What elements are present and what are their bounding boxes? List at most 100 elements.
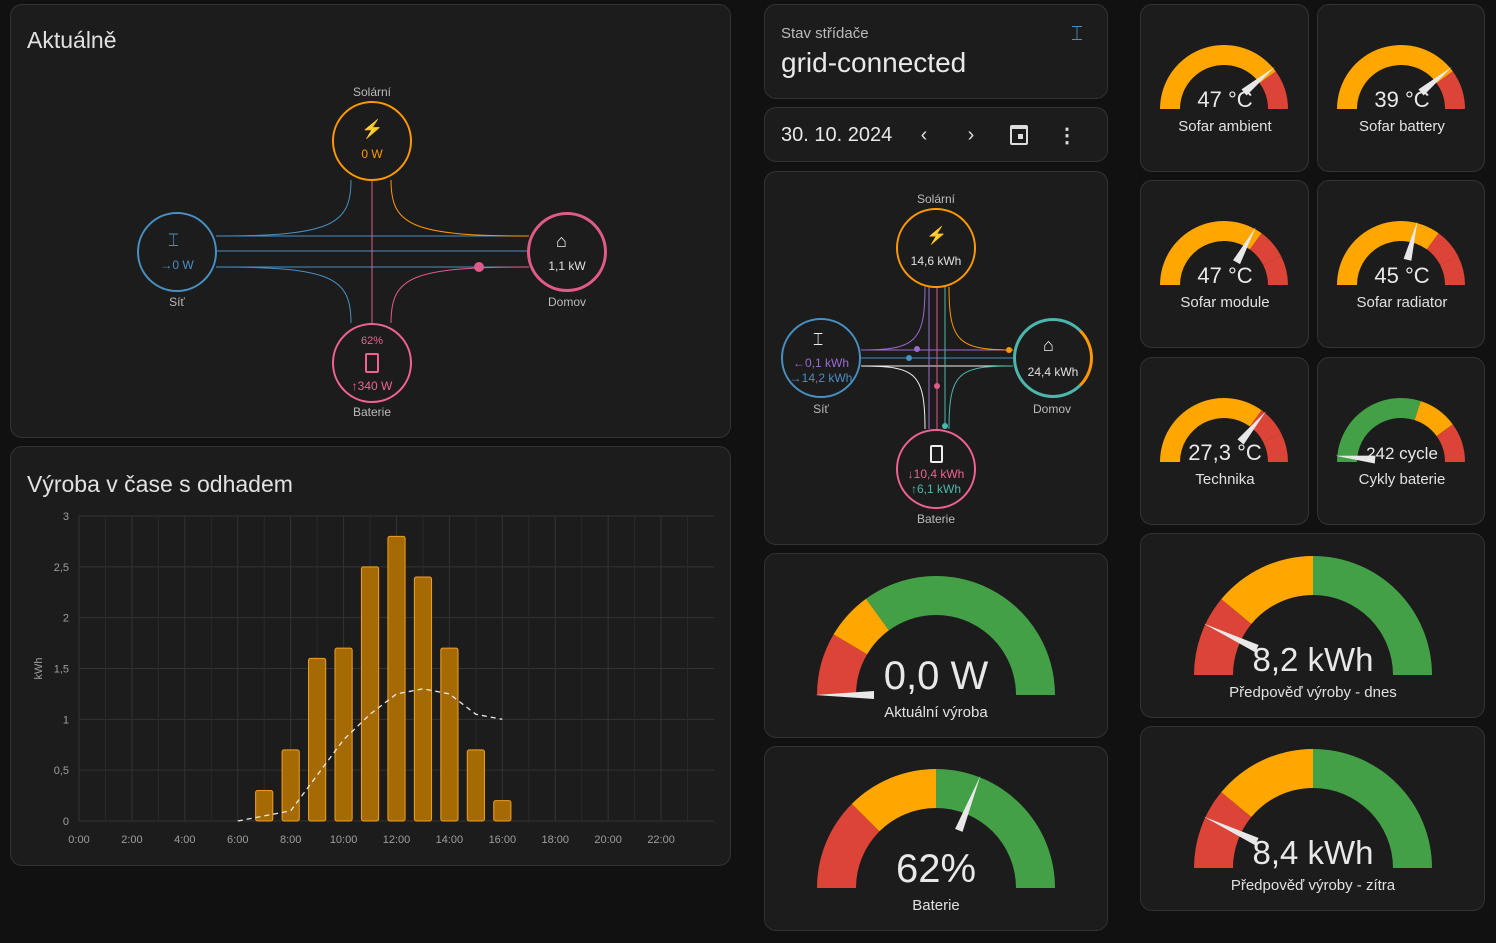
- current-power-card: Aktuálně ⚡ 0 W Solární ⌶ →0 W Síť ⌂ 1,1 …: [10, 4, 731, 438]
- solar-value: 0 W: [361, 147, 383, 161]
- home-node[interactable]: ⌂ 1,1 kW: [527, 212, 607, 292]
- grid-node[interactable]: ⌶ →0 W: [137, 212, 217, 292]
- production-gauge-value: 0,0 W: [883, 654, 989, 698]
- sofar-battery-value: 39 °C: [1374, 87, 1430, 112]
- forecast-today-gauge-card[interactable]: 8,2 kWh Předpověď výroby - dnes: [1140, 533, 1485, 718]
- production-bar: [308, 657, 327, 822]
- production-gauge-label: Aktuální výroba: [884, 704, 988, 721]
- x-tick-label: 4:00: [174, 834, 195, 846]
- transmission-tower-icon: ⌶: [1071, 23, 1083, 45]
- home-icon: ⌂: [1043, 335, 1054, 355]
- battery-node[interactable]: 62% ↑340 W: [332, 323, 412, 403]
- energy-battery-node[interactable]: ↓10,4 kWh ↑6,1 kWh: [896, 429, 976, 509]
- y-tick-label: 2: [63, 613, 69, 625]
- gauge-segment: [1313, 749, 1432, 868]
- production-bar: [413, 576, 433, 822]
- production-gauge-card[interactable]: 0,0 W Aktuální výroba: [764, 553, 1108, 738]
- battery-gauge-card[interactable]: 62% Baterie: [764, 746, 1108, 931]
- forecast-tomorrow-value: 8,4 kWh: [1252, 834, 1374, 871]
- sofar-battery-gauge: [1337, 45, 1465, 109]
- energy-home-node[interactable]: ⌂ 24,4 kWh: [1013, 318, 1093, 398]
- gauge-segment: [1414, 401, 1453, 437]
- gauge-segment: [817, 803, 880, 888]
- production-bar: [440, 647, 459, 822]
- forecast-today-value: 8,2 kWh: [1252, 641, 1374, 678]
- battery-value: ↑340 W: [351, 379, 393, 393]
- sofar-radiator-gauge-card[interactable]: 45 °C Sofar radiator: [1317, 180, 1485, 348]
- forecast-today-gauge: [1194, 556, 1432, 675]
- y-tick-label: 1: [63, 714, 69, 726]
- technika-gauge: [1160, 398, 1288, 462]
- energy-grid-in: ←0,1 kWh: [792, 356, 849, 370]
- gauge-needle: [1237, 411, 1267, 445]
- calendar-icon[interactable]: [999, 115, 1039, 155]
- gauge-segment: [1160, 221, 1262, 285]
- gauge-segment: [1160, 398, 1262, 462]
- grid-label: Síť: [169, 295, 185, 309]
- inverter-label: Stav střídače: [781, 25, 869, 42]
- sofar-module-gauge-card[interactable]: 47 °C Sofar module: [1140, 180, 1309, 348]
- date-value[interactable]: 30. 10. 2024: [781, 124, 893, 146]
- sofar-battery-gauge-card[interactable]: 39 °C Sofar battery: [1317, 4, 1485, 172]
- gauge-needle: [955, 775, 981, 832]
- gauge-needle: [1233, 227, 1256, 265]
- gauge-segment: [1263, 255, 1288, 285]
- y-tick-label: 0,5: [54, 765, 69, 777]
- sofar-battery-label: Sofar battery: [1359, 118, 1445, 135]
- gauge-segment: [1263, 432, 1288, 462]
- gauge-segment: [1249, 233, 1282, 266]
- gauge-needle: [1418, 66, 1452, 96]
- energy-battery-label: Baterie: [916, 512, 956, 526]
- y-tick-label: 1,5: [54, 664, 69, 676]
- gauge-segment: [1337, 398, 1421, 462]
- gauge-segment: [1194, 599, 1252, 675]
- energy-grid-label: Síť: [813, 402, 829, 416]
- y-axis-label: kWh: [33, 658, 45, 680]
- forecast-today-label: Předpověď výroby - dnes: [1229, 684, 1397, 701]
- grid-value: →0 W: [160, 258, 194, 272]
- battery-percent: 62%: [360, 335, 384, 347]
- sofar-radiator-gauge: [1337, 221, 1465, 285]
- energy-flow-diagram: [860, 286, 1014, 430]
- energy-battery-in: ↓10,4 kWh: [907, 467, 965, 481]
- current-title: Aktuálně: [27, 27, 117, 53]
- x-tick-label: 12:00: [383, 834, 411, 846]
- production-chart: 0 0,5 1 1,5 2 2,5 3 0:00 2:00 4:00 6:00 8:00 10:00 12…: [33, 511, 714, 846]
- energy-solar-node[interactable]: ⚡ 14,6 kWh: [896, 208, 976, 288]
- production-bar: [281, 749, 300, 822]
- technika-value: 27,3 °C: [1188, 440, 1262, 465]
- more-options-icon[interactable]: ⋮: [1057, 124, 1077, 147]
- previous-day-button[interactable]: ‹: [920, 123, 928, 146]
- sofar-radiator-label: Sofar radiator: [1356, 294, 1448, 311]
- y-tick-label: 3: [63, 511, 69, 523]
- forecast-tomorrow-gauge: [1194, 749, 1432, 868]
- solar-node[interactable]: ⚡ 0 W: [332, 101, 412, 181]
- battery-cycles-gauge-card[interactable]: 242 cycle Cykly baterie: [1317, 357, 1485, 525]
- inverter-status-card[interactable]: Stav střídače grid-connected ⌶: [764, 4, 1108, 99]
- production-bar: [387, 535, 406, 822]
- chart-title: Výroba v čase s odhadem: [27, 471, 293, 497]
- forecast-tomorrow-gauge-card[interactable]: 8,4 kWh Předpověď výroby - zítra: [1140, 726, 1485, 911]
- technika-label: Technika: [1195, 471, 1255, 488]
- energy-solar-label: Solární: [916, 192, 956, 206]
- home-value: 1,1 kW: [548, 259, 586, 273]
- battery-cycles-gauge: [1335, 398, 1465, 464]
- sofar-module-value: 47 °C: [1197, 263, 1253, 288]
- energy-battery-out: ↑6,1 kWh: [910, 482, 961, 496]
- energy-solar-value: 14,6 kWh: [910, 254, 962, 268]
- production-bar: [255, 790, 274, 822]
- gauge-needle: [1403, 221, 1418, 261]
- production-bar: [493, 800, 512, 822]
- x-tick-label: 18:00: [541, 834, 569, 846]
- energy-grid-out: →14,2 kWh: [789, 371, 853, 385]
- gauge-needle: [1241, 66, 1275, 96]
- battery-gauge-label: Baterie: [912, 897, 960, 914]
- sofar-ambient-gauge-card[interactable]: 47 °C Sofar ambient: [1140, 4, 1309, 172]
- production-bar: [334, 647, 353, 822]
- gauge-needle: [815, 691, 874, 699]
- gauge-segment: [1436, 71, 1465, 109]
- transmission-tower-icon: ⌶: [813, 330, 824, 349]
- next-day-button[interactable]: ›: [967, 123, 975, 146]
- energy-grid-node[interactable]: ⌶ ←0,1 kWh →14,2 kWh: [781, 318, 861, 398]
- technika-gauge-card[interactable]: 27,3 °C Technika: [1140, 357, 1309, 525]
